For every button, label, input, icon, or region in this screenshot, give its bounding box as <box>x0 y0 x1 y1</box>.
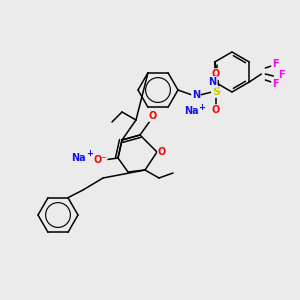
Text: F: F <box>272 79 279 89</box>
Text: O: O <box>212 69 220 79</box>
Text: N: N <box>208 77 217 87</box>
Text: S: S <box>212 87 220 97</box>
Text: Na: Na <box>71 153 85 163</box>
Text: O: O <box>158 147 166 157</box>
Text: O: O <box>149 111 157 121</box>
Text: +: + <box>86 149 94 158</box>
Text: +: + <box>199 103 206 112</box>
Text: F: F <box>272 59 279 69</box>
Text: O: O <box>212 105 220 115</box>
Text: O⁻: O⁻ <box>93 155 107 165</box>
Text: N: N <box>192 90 200 100</box>
Text: Na: Na <box>184 106 198 116</box>
Text: F: F <box>278 70 285 80</box>
